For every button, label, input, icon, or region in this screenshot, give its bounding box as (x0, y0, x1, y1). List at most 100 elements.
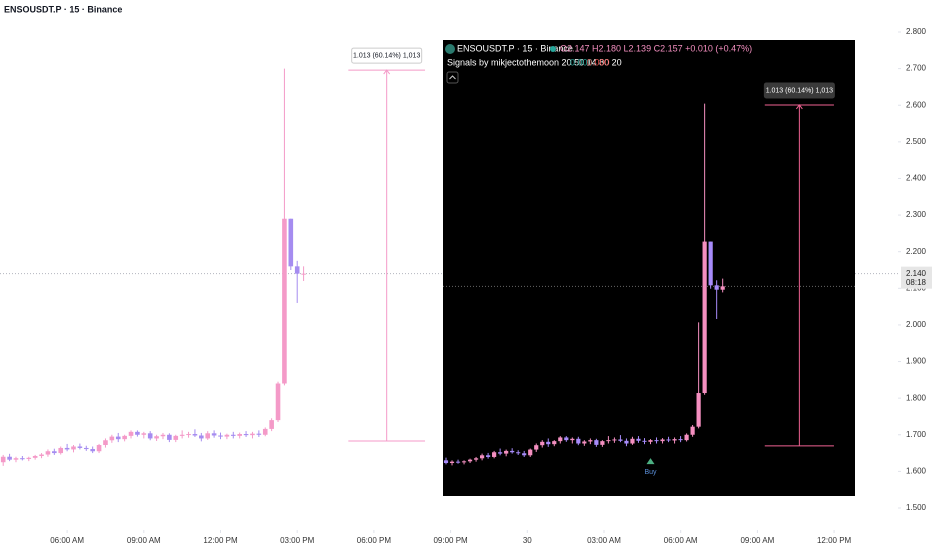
candle-body (211, 433, 217, 436)
candle-body (96, 445, 102, 452)
candle-body (205, 433, 211, 439)
x-tick-label: 12:00 PM (203, 536, 238, 545)
candle-body (522, 453, 527, 456)
candle-body (540, 441, 545, 446)
candle-body (154, 436, 159, 439)
candle-body (600, 441, 605, 445)
main-chart: 2.8002.7002.6002.5002.4002.3002.2002.100… (0, 27, 932, 545)
collapse-icon (449, 75, 456, 80)
candle-body (696, 393, 701, 427)
candle-body (449, 461, 455, 464)
candle-body (666, 439, 671, 441)
x-tick-label: 06:00 PM (357, 536, 392, 545)
x-tick-label: 06:00 AM (50, 536, 84, 545)
candle-body (486, 455, 491, 457)
candle-body (0, 456, 6, 463)
buy-marker (646, 458, 655, 465)
candle-body (141, 433, 147, 435)
indicator-value: 0.000 (570, 57, 593, 67)
candle-body (224, 434, 230, 437)
candle-body (218, 435, 223, 437)
candle-body (672, 439, 677, 441)
candle-body (147, 433, 153, 439)
candle-body (504, 450, 509, 454)
x-tick-label: 03:00 AM (587, 536, 621, 545)
candle-body (498, 452, 503, 454)
candle-body (534, 445, 539, 450)
y-tick-label: 2.700 (906, 64, 927, 73)
candle-body (7, 456, 12, 460)
price-label-box (901, 266, 932, 289)
candle-body (288, 218, 294, 267)
candle-body (630, 438, 635, 444)
indicator-label: Signals by mikjectothemoon 20 50 14 80 2… (447, 57, 622, 67)
candle-body (77, 446, 83, 448)
candle-body (39, 454, 44, 457)
y-tick-label: 2.000 (906, 320, 927, 329)
candle-body (173, 435, 179, 440)
ohlc-values: O2.147 H2.180 L2.139 C2.157 +0.010 (+0.4… (560, 43, 752, 53)
candle-body (606, 440, 611, 442)
y-tick-label: 2.400 (906, 174, 927, 183)
candle-body (262, 428, 268, 435)
measure-arrow (383, 69, 391, 75)
candle-body (708, 241, 713, 286)
buy-label: Buy (644, 469, 657, 476)
candle-body (660, 439, 665, 442)
y-tick-label: 1.700 (906, 430, 927, 439)
status-dot (550, 46, 556, 52)
candle-body (109, 436, 115, 441)
candle-body (250, 433, 255, 436)
candle-body (720, 286, 725, 290)
candle-body (552, 441, 557, 445)
candle-body (582, 441, 587, 444)
x-tick-label: 30 (523, 536, 532, 545)
candle-body (186, 434, 191, 436)
candle-body (642, 440, 647, 442)
candle-body (546, 441, 551, 445)
candle-body (45, 451, 51, 455)
candle-body (654, 440, 659, 442)
y-tick-label: 2.600 (906, 100, 927, 109)
candle-body (461, 461, 467, 463)
candle-body (588, 440, 593, 442)
measure-label-box (763, 82, 835, 99)
candle-body (594, 440, 599, 445)
candle-body (269, 420, 274, 429)
inset-panel (443, 40, 855, 496)
candle-body (564, 437, 569, 441)
x-tick-label: 12:00 PM (817, 536, 852, 545)
candle-body (103, 440, 108, 446)
candle-body (71, 446, 76, 450)
candle-body (516, 452, 521, 454)
candle-body (167, 434, 172, 440)
inset-chart: 1.013 (60.14%) 1,013 Buy (443, 82, 855, 476)
y-tick-label: 1.900 (906, 357, 927, 366)
candle-body (179, 434, 185, 436)
collapse-button[interactable] (446, 71, 459, 84)
candle-body (702, 241, 707, 394)
y-tick-label: 2.800 (906, 27, 927, 36)
y-tick-label: 2.500 (906, 137, 927, 146)
candle-body (256, 433, 262, 435)
y-tick-label: 1.500 (906, 503, 927, 512)
y-tick-label: 1.600 (906, 466, 927, 475)
candle-body (199, 435, 204, 439)
y-tick-label: 1.800 (906, 393, 927, 402)
measure-label-box (351, 47, 423, 64)
candle-body (243, 434, 249, 436)
candle-body (648, 440, 653, 442)
symbol-icon (445, 44, 455, 54)
price-label: 2.140 (906, 269, 927, 278)
chart-title: ENSOUSDT.P · 15 · Binance (4, 4, 122, 14)
candle-body (135, 431, 140, 435)
measure-label: 1.013 (60.14%) 1,013 (353, 52, 420, 59)
candle-body (714, 285, 719, 290)
measure-label: 1.013 (60.14%) 1,013 (766, 87, 833, 94)
candle-body (510, 450, 515, 453)
candle-body (528, 449, 533, 456)
candle-body (479, 455, 485, 459)
candle-body (294, 266, 300, 274)
